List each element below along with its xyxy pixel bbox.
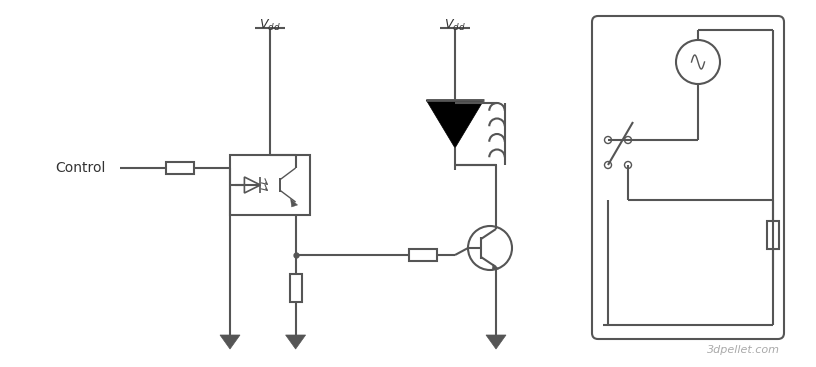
Text: $V_{dd}$: $V_{dd}$: [259, 18, 281, 33]
Circle shape: [624, 161, 632, 168]
Circle shape: [605, 137, 611, 143]
Bar: [290, 273, 302, 302]
Polygon shape: [220, 335, 240, 349]
Bar: [767, 221, 779, 249]
Circle shape: [605, 161, 611, 168]
Polygon shape: [486, 335, 506, 349]
Polygon shape: [426, 100, 484, 148]
Text: Control: Control: [55, 161, 105, 175]
Polygon shape: [290, 199, 298, 207]
Bar: [409, 249, 437, 261]
Bar: [166, 162, 194, 174]
Circle shape: [676, 40, 720, 84]
Circle shape: [468, 226, 512, 270]
Bar: [230, 155, 310, 215]
Text: $V_{dd}$: $V_{dd}$: [444, 18, 466, 33]
Polygon shape: [492, 264, 499, 270]
Circle shape: [624, 137, 632, 143]
Text: 3dpellet.com: 3dpellet.com: [707, 345, 780, 355]
Polygon shape: [286, 335, 306, 349]
